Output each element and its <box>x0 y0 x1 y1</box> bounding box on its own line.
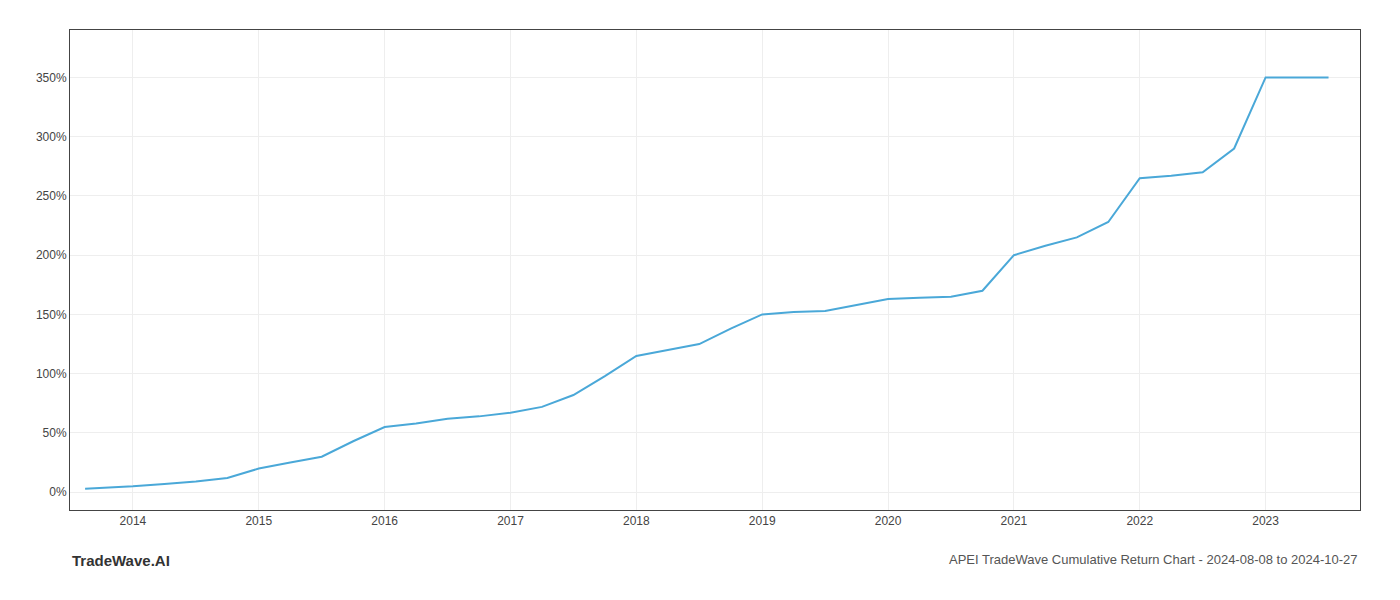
svg-text:150%: 150% <box>36 308 67 322</box>
svg-text:2017: 2017 <box>497 514 524 528</box>
svg-text:350%: 350% <box>36 71 67 85</box>
svg-text:2020: 2020 <box>875 514 902 528</box>
svg-text:300%: 300% <box>36 130 67 144</box>
svg-text:100%: 100% <box>36 367 67 381</box>
svg-text:APEI TradeWave Cumulative Retu: APEI TradeWave Cumulative Return Chart -… <box>949 552 1358 567</box>
svg-text:2014: 2014 <box>120 514 147 528</box>
svg-text:2016: 2016 <box>371 514 398 528</box>
svg-text:200%: 200% <box>36 248 67 262</box>
svg-text:50%: 50% <box>43 426 67 440</box>
svg-text:TradeWave.AI: TradeWave.AI <box>72 552 170 569</box>
svg-text:2021: 2021 <box>1001 514 1028 528</box>
svg-text:2015: 2015 <box>245 514 272 528</box>
svg-text:0%: 0% <box>49 485 67 499</box>
svg-text:2019: 2019 <box>749 514 776 528</box>
svg-text:2018: 2018 <box>623 514 650 528</box>
svg-text:2022: 2022 <box>1126 514 1153 528</box>
svg-text:250%: 250% <box>36 189 67 203</box>
svg-text:2023: 2023 <box>1252 514 1279 528</box>
